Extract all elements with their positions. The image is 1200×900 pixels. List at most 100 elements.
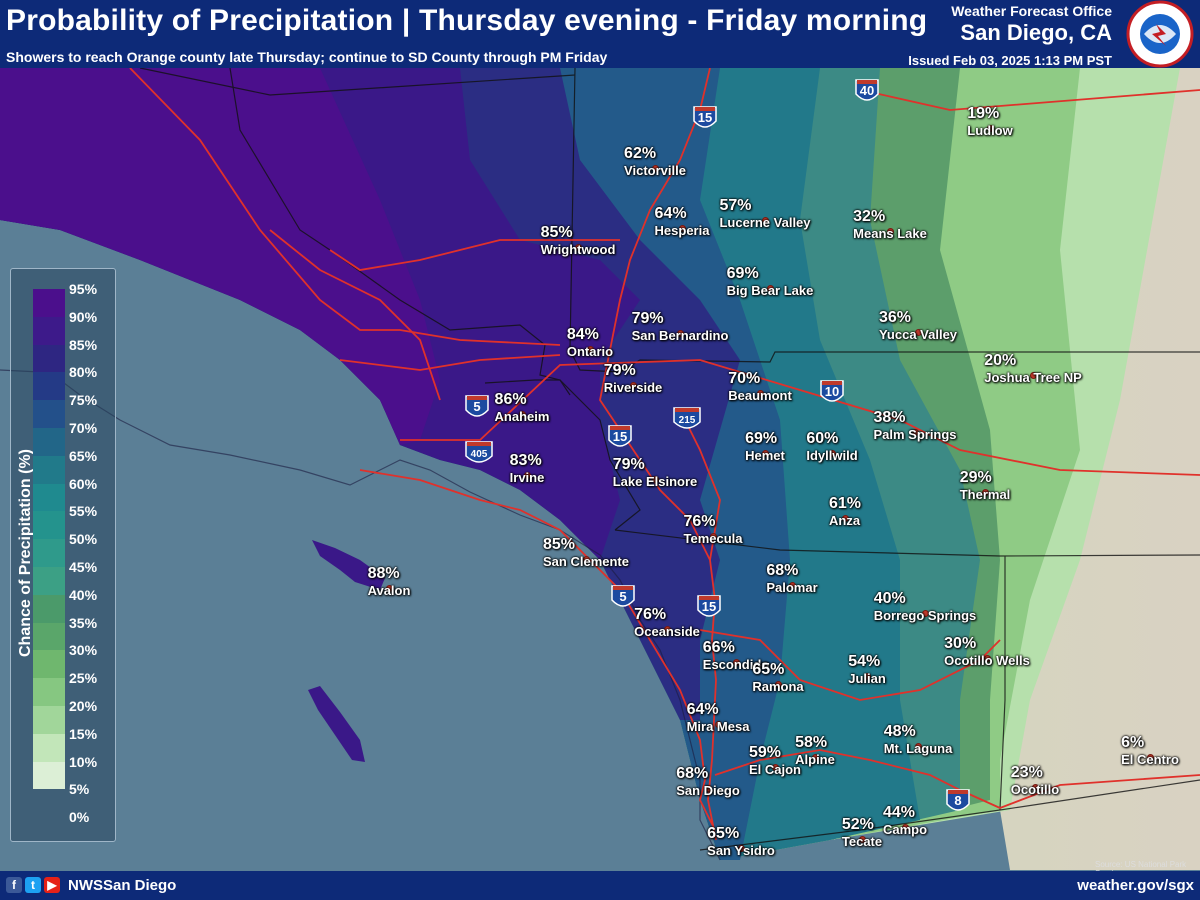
legend-tick-label: 50% <box>69 531 98 548</box>
city-pop: 65% <box>707 825 740 842</box>
legend-swatch <box>33 344 65 373</box>
city-label: 83% Irvine <box>510 452 545 485</box>
city-marker-icon <box>1147 754 1154 761</box>
city-label: 40% Borrego Springs <box>874 590 977 623</box>
legend-tick-label: 40% <box>69 586 98 603</box>
legend-tick-label: 45% <box>69 558 98 575</box>
city-marker-icon <box>677 330 684 337</box>
city-name: Borrego Springs <box>873 608 977 623</box>
city-name: Temecula <box>683 531 743 546</box>
city-pop: 48% <box>883 723 916 740</box>
legend-swatch <box>33 622 65 651</box>
city-name: Escondido <box>702 657 770 672</box>
city-pop: 79% <box>631 310 664 327</box>
website-link[interactable]: weather.gov/sgx <box>1077 877 1194 894</box>
city-marker-icon <box>915 743 922 750</box>
city-name: Idyllwild <box>806 448 858 463</box>
interstate-shield-icon: 5 <box>611 585 635 607</box>
city-marker-icon <box>762 450 769 457</box>
city-marker-icon <box>757 390 764 397</box>
interstate-shield-icon: 40 <box>855 79 879 101</box>
city-name: Hesperia <box>654 223 710 238</box>
city-label: 61% Anza <box>829 495 861 528</box>
city-pop: 66% <box>702 639 735 656</box>
catalina-island <box>312 540 385 590</box>
city-label: 68% San Diego <box>676 765 740 798</box>
legend-tick-label: 25% <box>69 670 98 687</box>
city-label: 58% Alpine <box>795 734 835 767</box>
city-name: Palomar <box>766 580 818 595</box>
interstate-shield-icon: 15 <box>693 106 717 128</box>
city-marker-icon <box>1030 372 1037 379</box>
city-name: Ludlow <box>967 123 1013 138</box>
office-block: Weather Forecast Office San Diego, CA Is… <box>908 3 1112 68</box>
city-pop: 69% <box>726 265 759 282</box>
city-marker-icon <box>524 472 531 479</box>
interstate-shield-icon: 10 <box>820 380 844 402</box>
city-label: 60% Idyllwild <box>806 430 857 463</box>
city-pop: 70% <box>728 370 761 387</box>
legend-tick-label: 85% <box>69 336 98 353</box>
city-marker-icon <box>715 721 722 728</box>
city-marker-icon <box>987 125 994 132</box>
city-name: Avalon <box>367 583 411 598</box>
city-label: 38% Palm Springs <box>873 409 956 442</box>
city-pop: 83% <box>509 452 542 469</box>
city-name: Irvine <box>509 470 545 485</box>
city-marker-icon <box>519 411 526 418</box>
city-marker-icon <box>1032 784 1039 791</box>
city-label: 59% El Cajon <box>749 744 801 777</box>
city-label: 79% Riverside <box>604 362 663 395</box>
city-marker-icon <box>705 785 712 792</box>
legend-tick-label: 5% <box>69 781 90 798</box>
city-label: 69% Hemet <box>745 430 785 463</box>
interstate-number: 15 <box>698 110 712 125</box>
interstate-number: 405 <box>471 449 488 460</box>
city-marker-icon <box>630 382 637 389</box>
san-clemente-island <box>308 686 365 762</box>
interstate-number: 215 <box>679 415 696 426</box>
interstate-shield-icon: 405 <box>465 441 493 463</box>
city-label: 44% Campo <box>883 804 927 837</box>
legend-swatch <box>33 733 65 762</box>
interstate-number: 15 <box>702 599 716 614</box>
city-name: Tecate <box>841 834 883 849</box>
legend-panel: Chance of Precipitation (%) 95% 90% 85% 80%… <box>10 268 116 842</box>
issued-time: Issued Feb 03, 2025 1:13 PM PST <box>908 53 1112 68</box>
interstate-number: 40 <box>860 83 874 98</box>
legend-swatch <box>33 316 65 345</box>
city-name: Riverside <box>603 380 663 395</box>
city-marker-icon <box>887 228 894 235</box>
city-marker-icon <box>652 476 659 483</box>
city-pop: 36% <box>878 309 911 326</box>
city-pop: 79% <box>612 456 645 473</box>
city-name: Ocotillo Wells <box>944 653 1030 668</box>
legend-tick-label: 0% <box>69 809 90 826</box>
city-label: 68% Palomar <box>766 562 817 595</box>
city-name: Anaheim <box>494 409 550 424</box>
city-marker-icon <box>829 450 836 457</box>
city-label: 70% Beaumont <box>728 370 792 403</box>
city-label: 79% San Bernardino <box>632 310 729 343</box>
city-marker-icon <box>583 556 590 563</box>
city-name: San Diego <box>676 783 740 798</box>
youtube-icon[interactable]: ▶ <box>44 877 60 893</box>
legend-tick-label: 35% <box>69 614 98 631</box>
city-name: Joshua Tree NP <box>984 370 1082 385</box>
twitter-icon[interactable]: t <box>25 877 41 893</box>
city-label: 32% Means Lake <box>853 208 927 241</box>
city-pop: 59% <box>748 744 782 761</box>
city-pop: 61% <box>828 495 862 512</box>
interstate-shield-icon: 5 <box>465 395 489 417</box>
city-name: Mt. Laguna <box>883 741 953 756</box>
city-label: 20% Joshua Tree NP <box>984 352 1082 385</box>
facebook-icon[interactable]: f <box>6 877 22 893</box>
legend-swatch <box>33 455 65 484</box>
city-label: 52% Tecate <box>842 816 882 849</box>
city-pop: 40% <box>873 590 906 607</box>
city-name: Lucerne Valley <box>719 215 811 230</box>
legend-swatch <box>33 566 65 595</box>
legend-swatch <box>33 400 65 428</box>
city-label: 54% Julian <box>848 653 886 686</box>
city-marker-icon <box>982 489 989 496</box>
